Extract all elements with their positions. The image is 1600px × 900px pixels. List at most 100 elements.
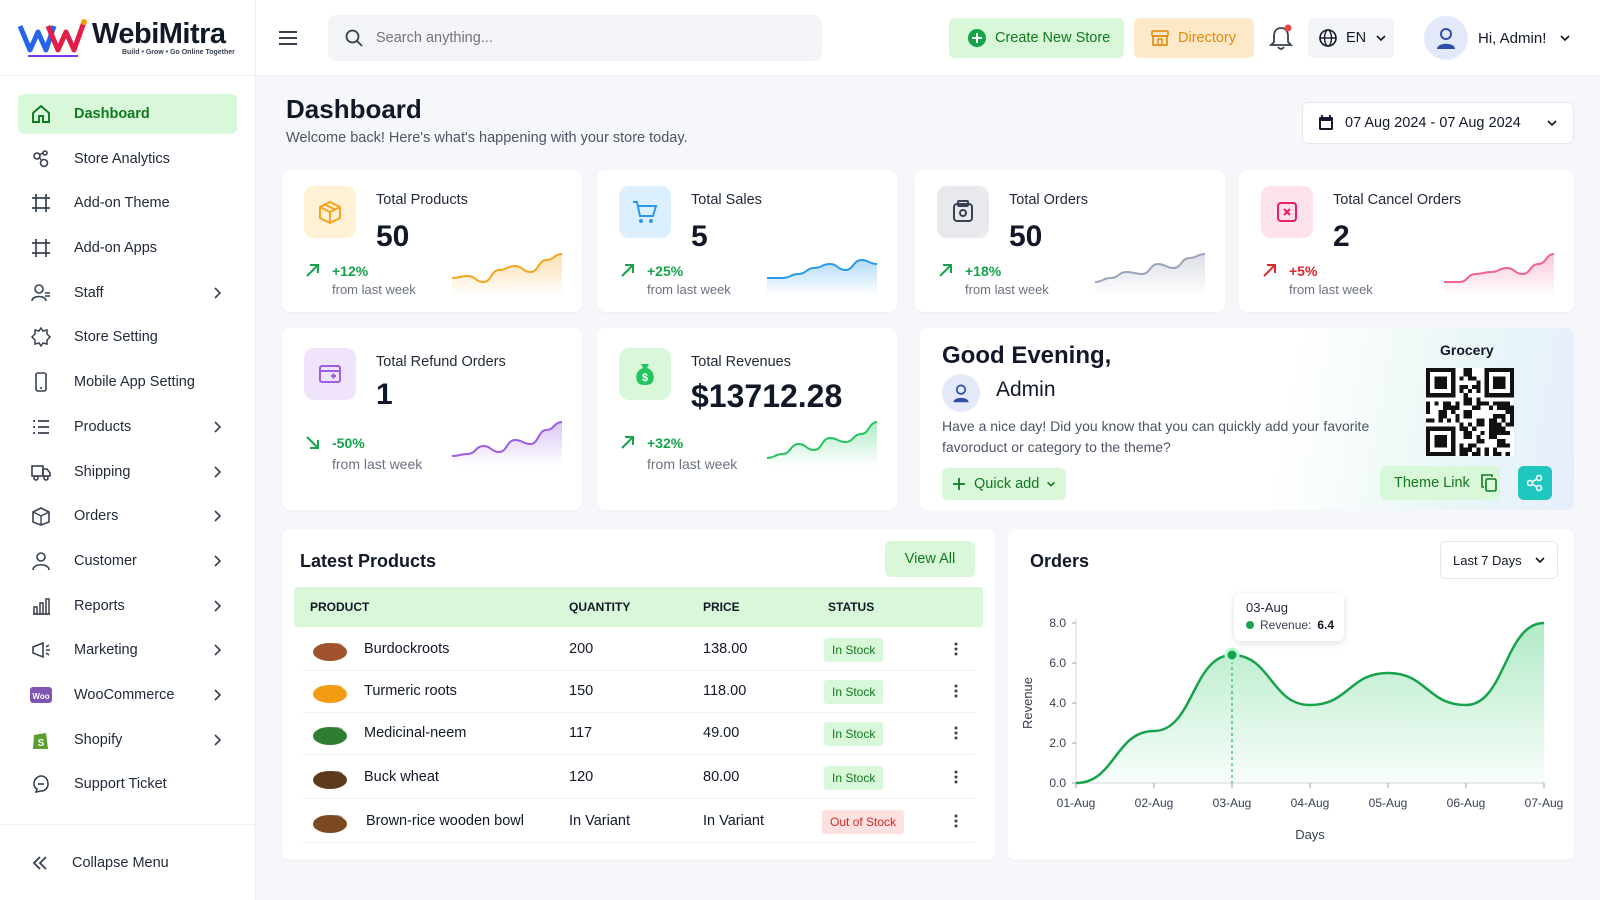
table-row[interactable]: Burdockroots 200 138.00 In Stock <box>302 629 975 671</box>
theme-link-button[interactable]: Theme Link <box>1380 466 1500 500</box>
hamburger-menu-icon[interactable] <box>276 26 300 50</box>
stat-change: -50% <box>304 434 365 452</box>
product-quantity: 117 <box>569 725 593 741</box>
quick-add-button[interactable]: Quick add <box>942 468 1066 500</box>
sidebar-item-add-on-apps[interactable]: Add-on Apps <box>18 228 237 268</box>
sidebar-item-reports[interactable]: Reports <box>18 586 237 626</box>
sidebar-item-label: Support Ticket <box>74 776 167 793</box>
user-menu[interactable]: Hi, Admin! <box>1424 16 1572 60</box>
create-new-store-button[interactable]: Create New Store <box>949 18 1124 58</box>
stat-card-total-revenues: $ Total Revenues $13712.28 +32% from las… <box>597 328 897 510</box>
column-header: QUANTITY <box>569 600 631 614</box>
sidebar-item-label: Reports <box>74 597 125 614</box>
table-row[interactable]: Medicinal-neem 117 49.00 In Stock <box>302 713 975 755</box>
search-bar[interactable] <box>328 15 822 61</box>
more-options-icon[interactable] <box>954 757 958 797</box>
view-all-button[interactable]: View All <box>885 541 975 577</box>
stat-value: 50 <box>376 220 410 253</box>
double-chevron-left-icon <box>32 855 47 870</box>
greeting-message: Have a nice day! Did you know that you c… <box>942 418 1370 455</box>
support-icon <box>30 773 52 795</box>
sidebar-item-customer[interactable]: Customer <box>18 541 237 581</box>
stat-change: +5% <box>1261 262 1317 280</box>
sidebar-item-store-setting[interactable]: Store Setting <box>18 317 237 357</box>
table-row[interactable]: Turmeric roots 150 118.00 In Stock <box>302 671 975 713</box>
product-name: Burdockroots <box>364 641 450 657</box>
x-tick-label: 04-Aug <box>1291 796 1330 810</box>
share-button[interactable] <box>1518 466 1552 500</box>
x-tick-label: 06-Aug <box>1447 796 1486 810</box>
table-row[interactable]: Buck wheat 120 80.00 In Stock <box>302 757 975 799</box>
sidebar-item-shipping[interactable]: Shipping <box>18 452 237 492</box>
y-tick-label: 2.0 <box>1049 736 1066 750</box>
plus-circle-icon <box>968 29 986 47</box>
tooltip-label: Revenue: <box>1260 618 1312 632</box>
stat-value: $13712.28 <box>691 378 843 414</box>
product-name: Brown-rice wooden bowl <box>366 813 524 829</box>
sparkline <box>452 421 562 466</box>
cart-icon <box>619 186 671 238</box>
sidebar-item-mobile-app-setting[interactable]: Mobile App Setting <box>18 362 237 402</box>
sidebar-item-orders[interactable]: Orders <box>18 496 237 536</box>
search-input[interactable] <box>376 30 776 46</box>
sidebar-item-add-on-theme[interactable]: Add-on Theme <box>18 183 237 223</box>
chevron-down-icon <box>1047 481 1056 487</box>
sidebar: WebiMitra Build • Grow • Go Online Toget… <box>0 0 256 900</box>
column-header: STATUS <box>828 600 875 614</box>
cancel-order-icon <box>1261 186 1313 238</box>
box-icon <box>30 505 52 527</box>
product-quantity: 200 <box>569 641 594 657</box>
cube-icon <box>304 186 356 238</box>
sidebar-item-products[interactable]: Products <box>18 407 237 447</box>
more-options-icon[interactable] <box>954 801 958 841</box>
product-thumbnail <box>313 815 347 833</box>
sidebar-item-label: Staff <box>74 284 104 301</box>
brand-logo[interactable]: WebiMitra Build • Grow • Go Online Toget… <box>0 0 255 76</box>
qr-code-icon <box>1426 368 1514 456</box>
product-price: 80.00 <box>703 769 740 785</box>
marketing-icon <box>30 639 52 661</box>
collapse-menu-button[interactable]: Collapse Menu <box>0 824 256 900</box>
more-options-icon[interactable] <box>954 713 958 753</box>
x-axis-label: Days <box>1295 827 1325 842</box>
notification-bell-icon[interactable] <box>1268 24 1294 52</box>
date-range-picker[interactable]: 07 Aug 2024 - 07 Aug 2024 <box>1302 102 1574 144</box>
orders-chart-title: Orders <box>1030 551 1090 571</box>
stat-from-label: from last week <box>647 282 731 297</box>
period-select[interactable]: Last 7 Days <box>1440 541 1558 579</box>
y-tick-label: 4.0 <box>1049 696 1066 710</box>
sidebar-item-staff[interactable]: Staff <box>18 273 237 313</box>
language-selector[interactable]: EN <box>1308 18 1394 58</box>
sidebar-item-dashboard[interactable]: Dashboard <box>18 94 237 134</box>
more-options-icon[interactable] <box>954 629 958 669</box>
analytics-icon <box>30 148 52 170</box>
sidebar-item-woocommerce[interactable]: Woo WooCommerce <box>18 675 237 715</box>
sidebar-item-store-analytics[interactable]: Store Analytics <box>18 139 237 179</box>
sidebar-item-marketing[interactable]: Marketing <box>18 630 237 670</box>
sidebar-item-support-ticket[interactable]: Support Ticket <box>18 764 237 804</box>
stat-from-label: from last week <box>332 282 416 297</box>
table-row[interactable]: Brown-rice wooden bowl In Variant In Var… <box>302 801 975 843</box>
stat-value: 50 <box>1009 220 1043 253</box>
y-tick-label: 8.0 <box>1049 616 1066 630</box>
y-tick-label: 6.0 <box>1049 656 1066 670</box>
user-avatar-icon <box>1437 28 1455 49</box>
avatar <box>1424 16 1468 60</box>
sidebar-item-shopify[interactable]: S Shopify <box>18 720 237 760</box>
user-avatar-icon <box>953 384 969 403</box>
status-badge: In Stock <box>824 680 884 704</box>
more-options-icon[interactable] <box>954 671 958 711</box>
product-thumbnail <box>313 727 347 745</box>
sidebar-nav: Dashboard Store Analytics Add-on Theme Add-… <box>0 76 255 804</box>
x-tick-label: 07-Aug <box>1525 796 1564 810</box>
directory-button[interactable]: Directory <box>1134 18 1254 58</box>
status-badge: In Stock <box>824 766 884 790</box>
stat-change-value: +25% <box>647 263 684 279</box>
date-range-label: 07 Aug 2024 - 07 Aug 2024 <box>1345 115 1521 131</box>
chevron-down-icon <box>1535 557 1545 564</box>
avatar <box>942 374 980 412</box>
frame-icon <box>30 237 52 259</box>
mobile-icon <box>30 371 52 393</box>
page-title: Dashboard <box>286 94 422 124</box>
product-name: Buck wheat <box>364 769 439 785</box>
